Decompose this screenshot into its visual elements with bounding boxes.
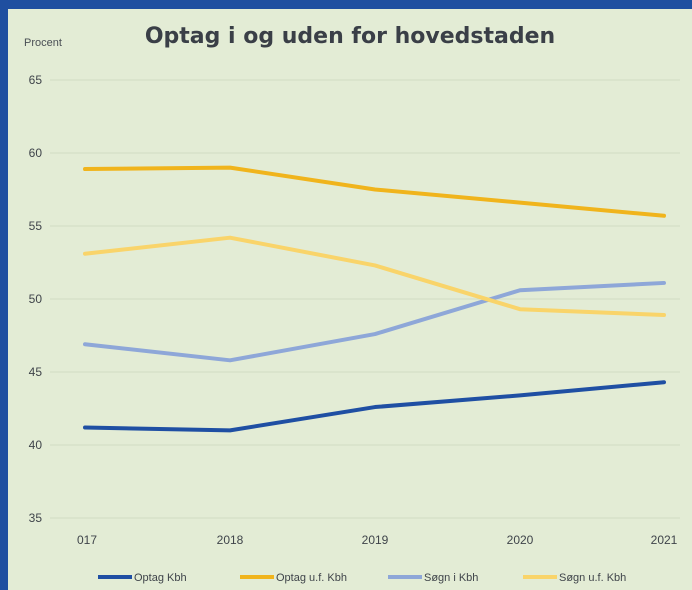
series-lines	[83, 165, 666, 433]
x-tick-label: 017	[77, 533, 97, 547]
y-tick-label: 60	[29, 146, 43, 160]
chart-title: Optag i og uden for hovedstaden	[145, 24, 555, 49]
y-tick-label: 55	[29, 219, 43, 233]
legend-label: Optag u.f. Kbh	[276, 572, 347, 584]
y-tick-label: 65	[29, 73, 43, 87]
y-tick-label: 50	[29, 292, 43, 306]
series-line-optag-u-f-kbh	[83, 165, 666, 218]
x-tick-label: 2021	[651, 533, 678, 547]
series-line-s-gn-i-kbh	[83, 280, 666, 363]
y-axis-ticks: 35 40 45 50 55 60 65	[29, 73, 43, 525]
y-tick-label: 35	[29, 511, 43, 525]
legend-label: Søgn u.f. Kbh	[559, 572, 626, 584]
x-tick-label: 2020	[507, 533, 534, 547]
legend-label: Søgn i Kbh	[424, 572, 478, 584]
legend: Optag Kbh Optag u.f. Kbh Søgn i Kbh Søgn u.…	[98, 572, 626, 584]
y-tick-label: 40	[29, 438, 43, 452]
y-axis-unit-label: Procent	[24, 37, 62, 49]
series-line-optag-kbh	[83, 380, 666, 433]
x-axis-ticks: 017 2018 2019 2020 2021	[77, 533, 678, 547]
gridlines	[50, 79, 680, 519]
x-tick-label: 2018	[217, 533, 244, 547]
y-tick-label: 45	[29, 365, 43, 379]
series-line-s-gn-u-f-kbh	[83, 235, 666, 318]
x-tick-label: 2019	[362, 533, 389, 547]
legend-label: Optag Kbh	[134, 572, 187, 584]
